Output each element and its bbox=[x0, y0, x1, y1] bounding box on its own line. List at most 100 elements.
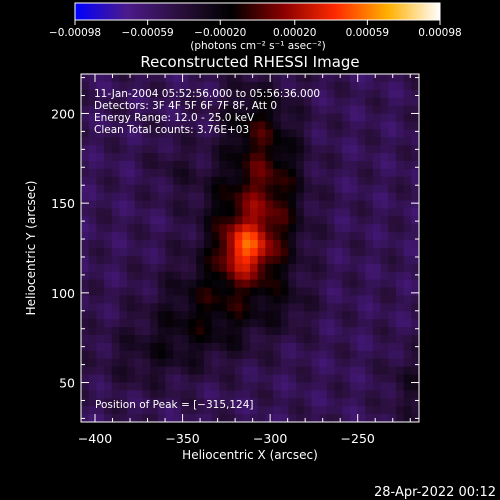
heatmap-cell bbox=[388, 216, 397, 225]
colorbar-unit-label: (photons cm⁻² s⁻¹ asec⁻²) bbox=[190, 40, 325, 52]
heatmap-cell bbox=[234, 279, 243, 289]
heatmap-cell bbox=[180, 398, 190, 407]
heatmap-cell bbox=[296, 192, 305, 202]
heatmap-cell bbox=[127, 414, 136, 422]
heatmap-cell bbox=[150, 248, 159, 257]
heatmap-cell bbox=[157, 74, 167, 83]
heatmap-cell bbox=[111, 263, 121, 273]
heatmap-cell bbox=[280, 74, 290, 83]
heatmap-cell bbox=[388, 382, 397, 391]
heatmap-cell bbox=[395, 184, 405, 194]
heatmap-cell bbox=[119, 184, 128, 194]
heatmap-cell bbox=[342, 224, 351, 233]
heatmap-cell bbox=[157, 295, 167, 304]
heatmap-cell bbox=[365, 374, 374, 384]
heatmap-cell bbox=[165, 81, 174, 91]
heatmap-cell bbox=[142, 279, 151, 289]
peak-position-label: Position of Peak = [−315,124] bbox=[95, 399, 254, 411]
heatmap-cell bbox=[388, 287, 397, 297]
heatmap-cell bbox=[303, 414, 313, 422]
heatmap-cell bbox=[303, 168, 313, 178]
heatmap-cell bbox=[157, 390, 167, 399]
heatmap-cell bbox=[334, 374, 343, 384]
heatmap-cell bbox=[311, 406, 320, 415]
heatmap-cell bbox=[342, 382, 351, 391]
heatmap-cell bbox=[104, 390, 113, 399]
heatmap-cell bbox=[411, 263, 419, 273]
heatmap-cell bbox=[157, 200, 167, 210]
heatmap-cell bbox=[173, 319, 182, 328]
heatmap-cell bbox=[180, 248, 190, 257]
colorbar-tick-label: 0.00098 bbox=[418, 27, 461, 39]
heatmap-cell bbox=[357, 97, 366, 107]
heatmap-cell bbox=[142, 168, 151, 178]
heatmap-cell bbox=[81, 224, 90, 233]
heatmap-cell bbox=[265, 184, 274, 194]
heatmap-cell bbox=[81, 255, 90, 265]
heatmap-cell bbox=[173, 374, 182, 384]
heatmap-cell bbox=[411, 374, 419, 384]
heatmap-cell bbox=[188, 303, 197, 312]
heatmap-cell bbox=[250, 366, 259, 376]
heatmap-cell bbox=[127, 89, 136, 99]
heatmap-cell bbox=[372, 74, 382, 83]
heatmap-cell bbox=[288, 342, 297, 352]
heatmap-cell bbox=[127, 137, 136, 146]
heatmap-cell bbox=[250, 224, 259, 233]
heatmap-cell bbox=[319, 240, 328, 249]
heatmap-cell bbox=[395, 176, 405, 186]
heatmap-cell bbox=[403, 271, 412, 281]
heatmap-cell bbox=[242, 287, 251, 297]
heatmap-cell bbox=[180, 240, 190, 249]
heatmap-cell bbox=[188, 153, 197, 162]
heatmap-cell bbox=[411, 255, 419, 265]
annotation-line: Clean Total counts: 3.76E+03 bbox=[94, 124, 249, 136]
heatmap-cell bbox=[411, 390, 419, 399]
heatmap-cell bbox=[234, 89, 243, 99]
heatmap-cell bbox=[242, 161, 251, 170]
heatmap-cell bbox=[104, 216, 113, 225]
heatmap-cell bbox=[403, 287, 412, 297]
heatmap-cell bbox=[265, 350, 274, 360]
heatmap-cell bbox=[211, 232, 220, 241]
heatmap-cell bbox=[296, 311, 305, 320]
heatmap-cell bbox=[395, 232, 405, 241]
heatmap-cell bbox=[88, 81, 97, 91]
heatmap-cell bbox=[411, 168, 419, 178]
heatmap-cell bbox=[349, 335, 359, 344]
heatmap-cell bbox=[303, 287, 313, 297]
heatmap-cell bbox=[288, 350, 297, 360]
heatmap-cell bbox=[403, 192, 412, 202]
heatmap-cell bbox=[150, 137, 159, 146]
heatmap-cell bbox=[142, 161, 151, 170]
heatmap-cell bbox=[242, 358, 251, 368]
heatmap-cell bbox=[127, 279, 136, 289]
heatmap-cell bbox=[380, 279, 389, 289]
heatmap-cell bbox=[111, 271, 121, 281]
heatmap-cell bbox=[349, 263, 359, 273]
heatmap-cell bbox=[257, 327, 266, 336]
heatmap-cell bbox=[119, 382, 128, 391]
heatmap-cell bbox=[234, 81, 243, 91]
heatmap-cell bbox=[403, 279, 412, 289]
heatmap-cell bbox=[142, 216, 151, 225]
heatmap-cell bbox=[134, 224, 144, 233]
heatmap-cell bbox=[411, 358, 419, 368]
heatmap-cell bbox=[81, 192, 90, 202]
heatmap-cell bbox=[311, 137, 320, 146]
heatmap-cell bbox=[142, 224, 151, 233]
heatmap-cell bbox=[196, 263, 205, 273]
heatmap-cell bbox=[265, 81, 274, 91]
heatmap-cell bbox=[372, 176, 382, 186]
heatmap-cell bbox=[150, 208, 159, 217]
heatmap-cell bbox=[157, 406, 167, 415]
heatmap-cell bbox=[165, 303, 174, 312]
heatmap-cell bbox=[395, 406, 405, 415]
heatmap-cell bbox=[365, 335, 374, 344]
heatmap-cell bbox=[411, 161, 419, 170]
heatmap-cell bbox=[265, 200, 274, 210]
heatmap-cell bbox=[104, 271, 113, 281]
heatmap-cell bbox=[334, 161, 343, 170]
heatmap-cell bbox=[342, 358, 351, 368]
